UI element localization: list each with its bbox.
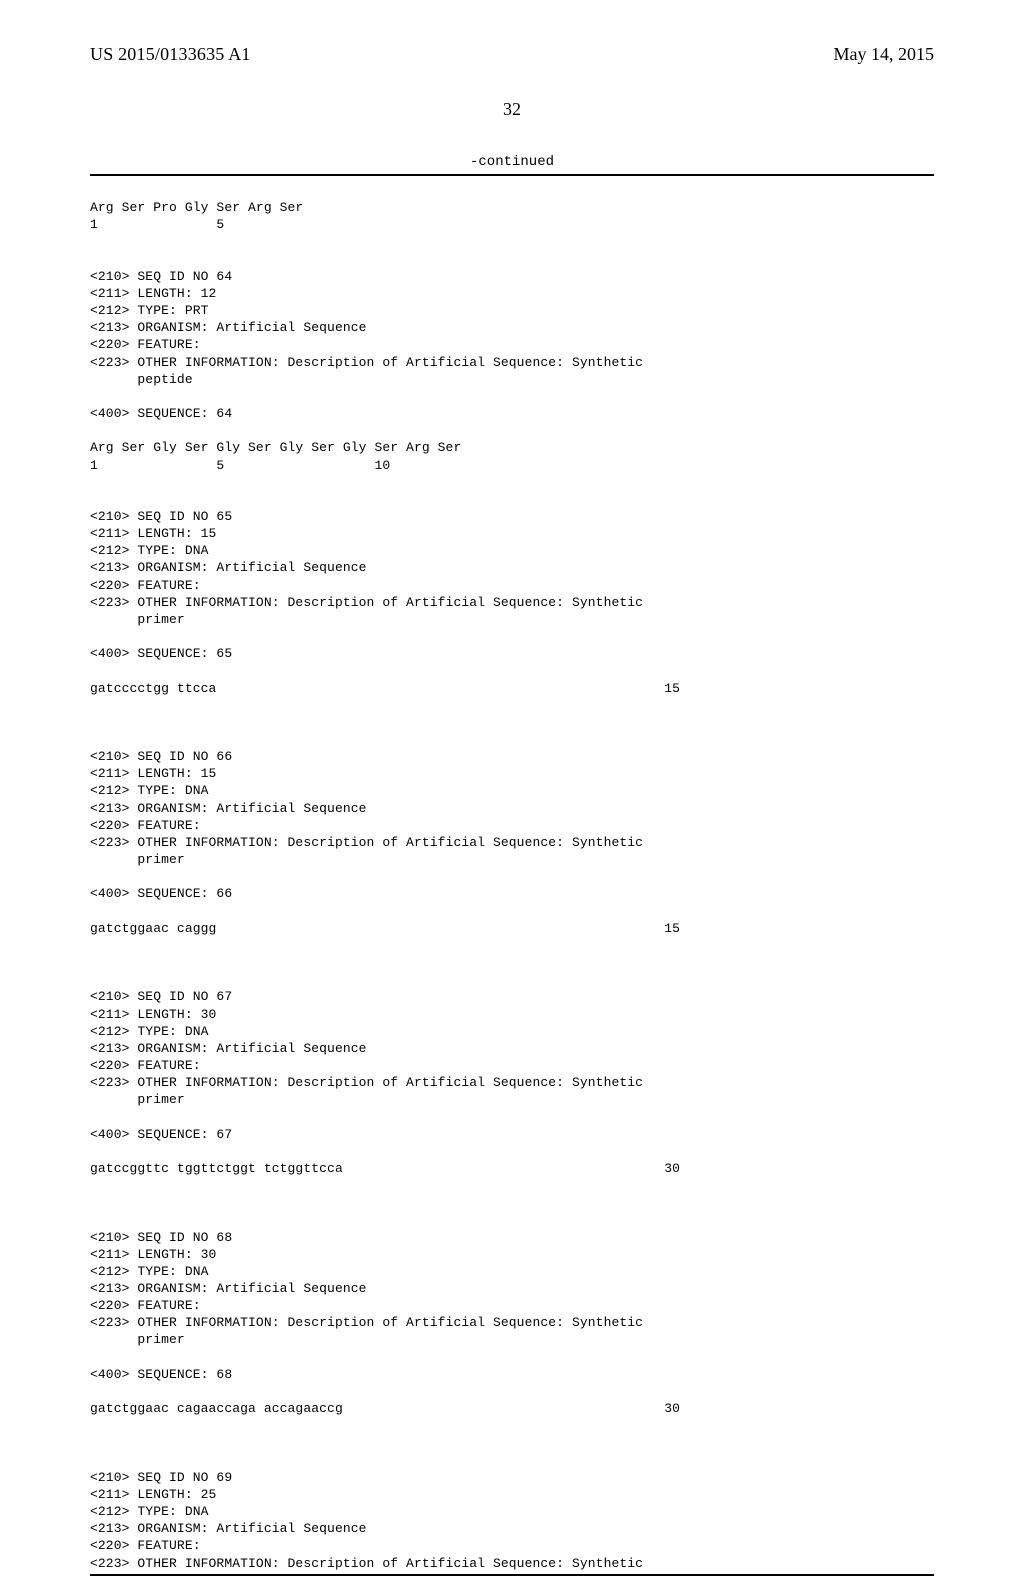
page-number: 32 — [90, 99, 934, 120]
seq66-212: <212> TYPE: DNA — [90, 783, 209, 798]
seq66-len: 15 — [640, 920, 680, 937]
seq64-pos: 1 5 10 — [90, 458, 390, 473]
seq69-220: <220> FEATURE: — [90, 1538, 201, 1553]
patent-page: US 2015/0133635 A1 May 14, 2015 32 -cont… — [0, 0, 1024, 1320]
seq69-212: <212> TYPE: DNA — [90, 1504, 209, 1519]
publication-number: US 2015/0133635 A1 — [90, 44, 251, 65]
seq65-212: <212> TYPE: DNA — [90, 543, 209, 558]
seq66-211: <211> LENGTH: 15 — [90, 766, 216, 781]
bottom-rule — [90, 1574, 934, 1576]
seq64-210: <210> SEQ ID NO 64 — [90, 269, 232, 284]
seq69-213: <213> ORGANISM: Artificial Sequence — [90, 1521, 367, 1536]
seq68-len: 30 — [640, 1400, 680, 1417]
seq65-len: 15 — [640, 680, 680, 697]
seq68-211: <211> LENGTH: 30 — [90, 1247, 216, 1262]
seq67-223: <223> OTHER INFORMATION: Description of … — [90, 1075, 643, 1090]
seq68-212: <212> TYPE: DNA — [90, 1264, 209, 1279]
sequence-listing: Arg Ser Pro Gly Ser Arg Ser 1 5 <210> SE… — [90, 182, 934, 1572]
seq65-223b: primer — [90, 612, 185, 627]
seq67-line: gatccggttc tggttctggt tctggttcca 30 — [90, 1160, 680, 1177]
seq64-212: <212> TYPE: PRT — [90, 303, 209, 318]
seq69-223: <223> OTHER INFORMATION: Description of … — [90, 1556, 643, 1571]
seq66-seq: gatctggaac caggg — [90, 920, 216, 937]
seq66-220: <220> FEATURE: — [90, 818, 201, 833]
seq65-seq: gatcccctgg ttcca — [90, 680, 216, 697]
seq69-210: <210> SEQ ID NO 69 — [90, 1470, 232, 1485]
seq67-len: 30 — [640, 1160, 680, 1177]
seq67-223b: primer — [90, 1092, 185, 1107]
seq67-220: <220> FEATURE: — [90, 1058, 201, 1073]
seq65-213: <213> ORGANISM: Artificial Sequence — [90, 560, 367, 575]
seq64-223: <223> OTHER INFORMATION: Description of … — [90, 355, 643, 370]
seq66-line: gatctggaac caggg 15 — [90, 920, 680, 937]
seq67-210: <210> SEQ ID NO 67 — [90, 989, 232, 1004]
seq64-aa: Arg Ser Gly Ser Gly Ser Gly Ser Gly Ser … — [90, 440, 461, 455]
seq65-400: <400> SEQUENCE: 65 — [90, 646, 232, 661]
continued-label: -continued — [90, 154, 934, 170]
seq65-223: <223> OTHER INFORMATION: Description of … — [90, 595, 643, 610]
seq66-213: <213> ORGANISM: Artificial Sequence — [90, 801, 367, 816]
seq64-400: <400> SEQUENCE: 64 — [90, 406, 232, 421]
seq65-220: <220> FEATURE: — [90, 578, 201, 593]
seq68-line: gatctggaac cagaaccaga accagaaccg 30 — [90, 1400, 680, 1417]
page-header: US 2015/0133635 A1 May 14, 2015 — [90, 44, 934, 65]
seq68-213: <213> ORGANISM: Artificial Sequence — [90, 1281, 367, 1296]
seq63-aa: Arg Ser Pro Gly Ser Arg Ser — [90, 200, 303, 215]
seq64-223b: peptide — [90, 372, 193, 387]
seq68-210: <210> SEQ ID NO 68 — [90, 1230, 232, 1245]
seq66-400: <400> SEQUENCE: 66 — [90, 886, 232, 901]
seq68-400: <400> SEQUENCE: 68 — [90, 1367, 232, 1382]
seq67-213: <213> ORGANISM: Artificial Sequence — [90, 1041, 367, 1056]
top-rule — [90, 174, 934, 176]
seq68-223: <223> OTHER INFORMATION: Description of … — [90, 1315, 643, 1330]
seq65-line: gatcccctgg ttcca 15 — [90, 680, 680, 697]
seq67-211: <211> LENGTH: 30 — [90, 1007, 216, 1022]
seq67-seq: gatccggttc tggttctggt tctggttcca — [90, 1160, 343, 1177]
seq66-210: <210> SEQ ID NO 66 — [90, 749, 232, 764]
seq64-211: <211> LENGTH: 12 — [90, 286, 216, 301]
seq65-210: <210> SEQ ID NO 65 — [90, 509, 232, 524]
seq69-211: <211> LENGTH: 25 — [90, 1487, 216, 1502]
seq64-220: <220> FEATURE: — [90, 337, 201, 352]
seq64-213: <213> ORGANISM: Artificial Sequence — [90, 320, 367, 335]
seq67-212: <212> TYPE: DNA — [90, 1024, 209, 1039]
seq68-220: <220> FEATURE: — [90, 1298, 201, 1313]
seq66-223: <223> OTHER INFORMATION: Description of … — [90, 835, 643, 850]
publication-date: May 14, 2015 — [834, 44, 935, 65]
seq66-223b: primer — [90, 852, 185, 867]
seq68-223b: primer — [90, 1332, 185, 1347]
seq68-seq: gatctggaac cagaaccaga accagaaccg — [90, 1400, 343, 1417]
seq63-pos: 1 5 — [90, 217, 224, 232]
seq65-211: <211> LENGTH: 15 — [90, 526, 216, 541]
seq67-400: <400> SEQUENCE: 67 — [90, 1127, 232, 1142]
